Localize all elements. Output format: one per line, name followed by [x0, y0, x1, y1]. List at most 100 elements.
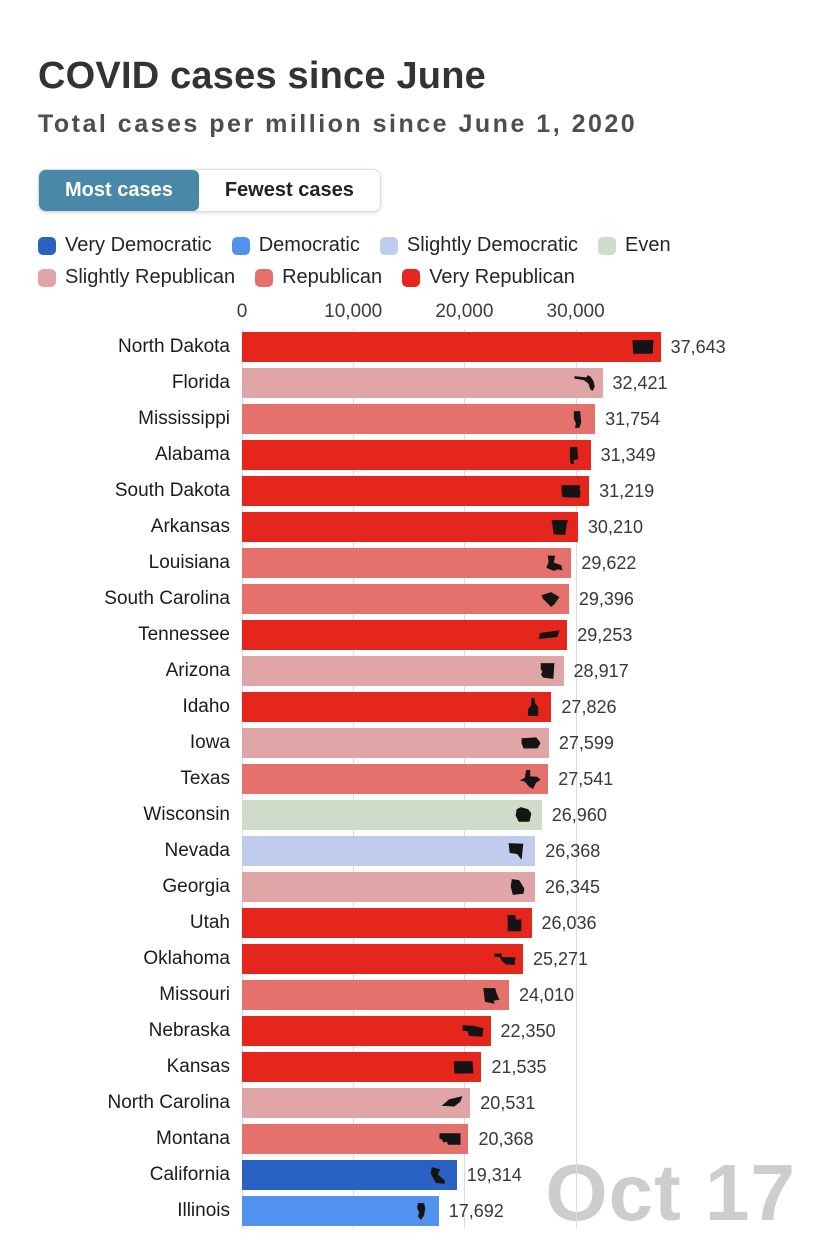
georgia-icon: [504, 877, 530, 898]
bar-value-label: 26,036: [541, 913, 597, 933]
bar-track: 27,826: [242, 692, 828, 722]
state-label: Kansas: [166, 1056, 230, 1077]
state-label: Idaho: [182, 696, 230, 717]
tennessee-icon: [536, 625, 562, 646]
tab-fewest-cases[interactable]: Fewest cases: [198, 170, 380, 211]
bar-row-arkansas: Arkansas 30,210: [0, 509, 828, 545]
bar-row-mississippi: Mississippi 31,754: [0, 401, 828, 437]
bar-track: 28,917: [242, 656, 828, 686]
bar-row-south-carolina: South Carolina 29,396: [0, 581, 828, 617]
state-label: Illinois: [177, 1200, 230, 1221]
bar-value-label: 20,531: [480, 1093, 536, 1113]
legend-item-slightly-republican: Slightly Republican: [38, 266, 235, 289]
bar-value-label: 31,349: [600, 445, 656, 465]
tab-most-cases[interactable]: Most cases: [39, 170, 199, 211]
bar-arizona: [242, 656, 564, 686]
legend-swatch-icon: [38, 268, 56, 287]
bar-track: 19,314: [242, 1160, 828, 1190]
bar-nebraska: [242, 1016, 491, 1046]
state-label: Utah: [189, 912, 230, 933]
bar-row-florida: Florida 32,421: [0, 365, 828, 401]
state-label: Mississippi: [138, 408, 230, 429]
bar-row-nevada: Nevada 26,368: [0, 833, 828, 869]
bar-track: 27,541: [242, 764, 828, 794]
oklahoma-icon: [492, 949, 518, 970]
bar-row-nebraska: Nebraska 22,350: [0, 1013, 828, 1049]
bar-row-california: California 19,314: [0, 1157, 828, 1193]
bar-track: 24,010: [242, 980, 828, 1010]
bar-louisiana: [242, 548, 572, 578]
bar-north-dakota: [242, 332, 661, 362]
chart-rows: North Dakota 37,643 Florida 32,421 Mississip…: [0, 329, 828, 1229]
bar-track: 29,622: [242, 548, 828, 578]
legend-item-slightly-democratic: Slightly Democratic: [379, 234, 578, 257]
nevada-icon: [504, 841, 530, 862]
state-label: North Dakota: [118, 336, 230, 357]
state-label: Wisconsin: [143, 804, 230, 825]
bar-value-label: 22,350: [500, 1021, 556, 1041]
legend-swatch-icon: [231, 236, 250, 255]
mississippi-icon: [564, 409, 590, 430]
bar-row-south-dakota: South Dakota 31,219: [0, 473, 828, 509]
bar-track: 25,271: [242, 944, 828, 974]
x-axis: 0 10,000 20,000 30,000: [0, 299, 828, 329]
nebraska-icon: [460, 1021, 486, 1042]
legend-label: Slightly Republican: [65, 266, 236, 288]
bar-value-label: 26,345: [544, 877, 601, 897]
bar-value-label: 29,253: [577, 625, 633, 645]
bar-idaho: [242, 692, 552, 722]
bar-value-label: 19,314: [466, 1165, 522, 1185]
page-title: COVID cases since June: [38, 55, 486, 97]
tab-group: Most cases Fewest cases: [38, 169, 381, 212]
bar-alabama: [242, 440, 591, 470]
bar-row-texas: Texas 27,541: [0, 761, 828, 797]
bar-value-label: 27,826: [561, 697, 617, 717]
bar-value-label: 27,541: [558, 769, 614, 789]
bar-kansas: [242, 1052, 482, 1082]
utah-icon: [501, 913, 527, 934]
bar-illinois: [242, 1196, 439, 1226]
state-label: Arizona: [165, 660, 230, 681]
bar-track: 22,350: [242, 1016, 828, 1046]
missouri-icon: [478, 985, 504, 1006]
bar-track: 26,036: [242, 908, 828, 938]
arkansas-icon: [547, 517, 573, 538]
bar-track: 26,960: [242, 800, 828, 830]
bar-row-tennessee: Tennessee 29,253: [0, 617, 828, 653]
alabama-icon: [560, 445, 586, 466]
legend-swatch-icon: [38, 236, 56, 255]
bar-florida: [242, 368, 603, 398]
state-label: Missouri: [159, 984, 230, 1005]
iowa-icon: [518, 733, 544, 754]
legend-swatch-icon: [598, 236, 617, 255]
state-label: California: [149, 1164, 230, 1185]
wisconsin-icon: [511, 805, 537, 826]
south-dakota-icon: [558, 481, 584, 502]
texas-icon: [517, 769, 543, 790]
north-dakota-icon: [630, 337, 656, 358]
bar-utah: [242, 908, 532, 938]
bar-row-north-carolina: North Carolina 20,531: [0, 1085, 828, 1121]
north-carolina-icon: [439, 1093, 465, 1114]
bar-value-label: 26,368: [545, 841, 601, 861]
bar-row-utah: Utah 26,036: [0, 905, 828, 941]
bar-track: 29,253: [242, 620, 828, 650]
bar-row-illinois: Illinois 17,692: [0, 1193, 828, 1229]
bar-chart: 0 10,000 20,000 30,000 North Dakota 37,643 Fl…: [0, 299, 828, 1229]
arizona-icon: [533, 661, 559, 682]
legend-item-very-republican: Very Republican: [402, 266, 575, 289]
bar-georgia: [242, 872, 535, 902]
bar-row-idaho: Idaho 27,826: [0, 689, 828, 725]
bar-row-oklahoma: Oklahoma 25,271: [0, 941, 828, 977]
bar-value-label: 26,960: [551, 805, 607, 825]
state-label: South Carolina: [104, 588, 230, 609]
bar-value-label: 21,535: [491, 1057, 547, 1077]
state-label: Texas: [180, 768, 230, 789]
bar-mississippi: [242, 404, 596, 434]
state-label: Tennessee: [138, 624, 230, 645]
state-label: Louisiana: [148, 552, 230, 573]
bar-value-label: 29,396: [578, 589, 634, 609]
bar-track: 26,345: [242, 872, 828, 902]
bar-california: [242, 1160, 457, 1190]
legend-label: Very Democratic: [65, 234, 212, 256]
